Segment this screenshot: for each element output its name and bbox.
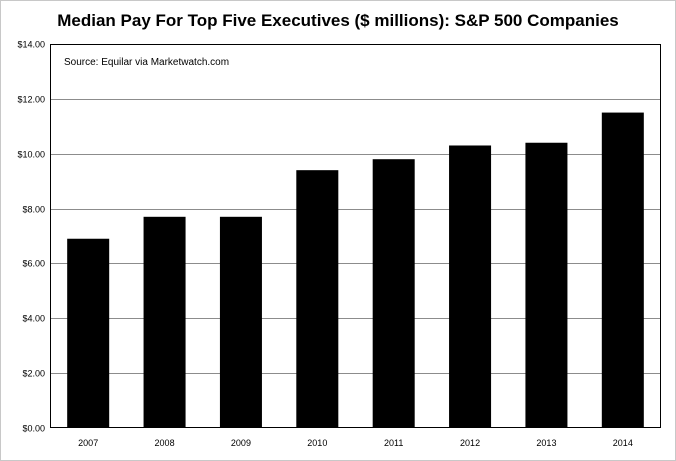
x-tick-label: 2012 — [460, 438, 480, 448]
x-tick-label: 2011 — [384, 438, 403, 448]
bar-2008 — [143, 216, 186, 428]
bars — [67, 112, 644, 429]
bar-2014 — [601, 112, 644, 429]
y-tick-label: $14.00 — [17, 40, 45, 50]
bar-2010 — [296, 170, 339, 428]
bar-2007 — [67, 238, 110, 428]
x-axis-tick-labels: 2007 2008 2009 2010 2011 2012 2013 2014 — [78, 438, 633, 448]
y-tick-label: $0.00 — [22, 424, 45, 434]
y-axis-tick-labels: $0.00 $2.00 $4.00 $6.00 $8.00 $10.00 $12.00 $14… — [17, 40, 45, 434]
x-tick-label: 2014 — [613, 438, 633, 448]
gridlines — [50, 99, 661, 374]
y-tick-label: $8.00 — [22, 205, 45, 215]
y-tick-label: $4.00 — [22, 314, 45, 324]
plot-area-border — [50, 44, 661, 428]
x-tick-label: 2007 — [78, 438, 98, 448]
y-tick-label: $10.00 — [17, 150, 45, 160]
bar-2009 — [219, 216, 262, 428]
bar-2013 — [525, 142, 568, 428]
bar-2011 — [372, 159, 415, 428]
x-tick-label: 2010 — [307, 438, 327, 448]
source-annotation: Source: Equilar via Marketwatch.com — [64, 57, 229, 68]
x-tick-label: 2009 — [231, 438, 251, 448]
x-tick-label: 2008 — [155, 438, 175, 448]
bar-2012 — [449, 145, 492, 428]
y-tick-label: $2.00 — [22, 369, 45, 379]
y-tick-label: $6.00 — [22, 259, 45, 269]
x-tick-label: 2013 — [536, 438, 556, 448]
chart-title: Median Pay For Top Five Executives ($ mi… — [57, 11, 618, 30]
y-tick-label: $12.00 — [17, 95, 45, 105]
